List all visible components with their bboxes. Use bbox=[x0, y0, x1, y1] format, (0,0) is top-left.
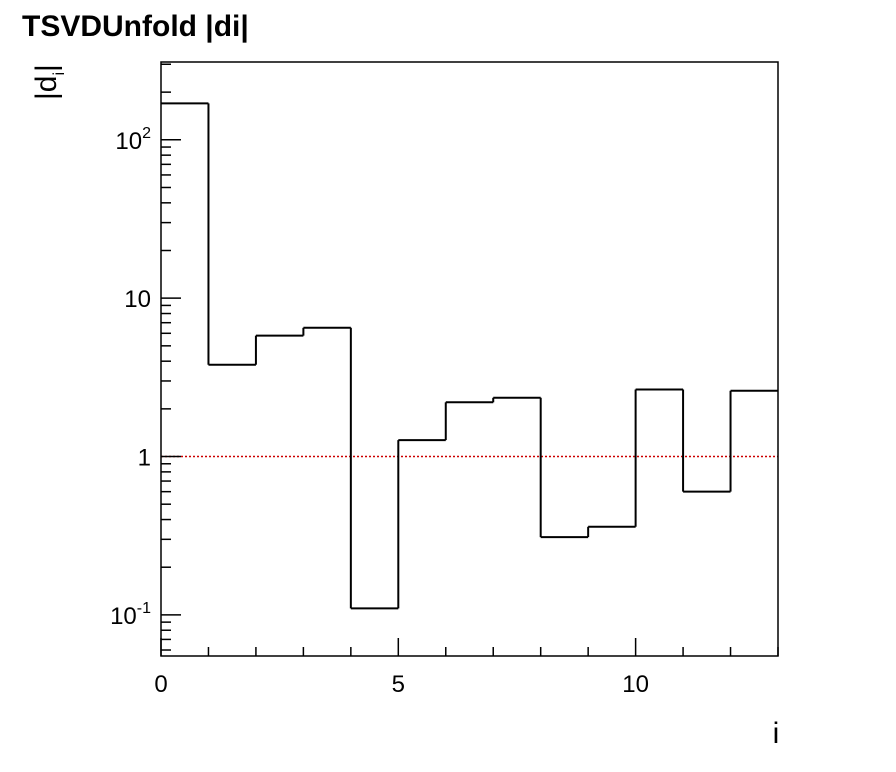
histogram-layer bbox=[161, 102, 778, 610]
plot-frame bbox=[160, 61, 779, 657]
x-tick-label: 0 bbox=[154, 671, 167, 698]
y-tick-label: 102 bbox=[115, 125, 151, 155]
y-tick-label: 10-1 bbox=[110, 600, 151, 630]
x-axis-label: i bbox=[773, 717, 780, 750]
y-tick-label: 10 bbox=[124, 286, 151, 313]
chart-title: TSVDUnfold |di| bbox=[22, 10, 249, 43]
y-tick-label: 1 bbox=[138, 445, 151, 472]
y-axis: 10-1 1 10 102 bbox=[110, 63, 181, 651]
svg-text:|di|: |di| bbox=[30, 64, 68, 100]
x-axis: 0 5 10 bbox=[154, 638, 779, 698]
x-tick-label: 10 bbox=[622, 671, 649, 698]
y-axis-label: |di| bbox=[30, 64, 68, 100]
x-tick-label: 5 bbox=[392, 671, 405, 698]
